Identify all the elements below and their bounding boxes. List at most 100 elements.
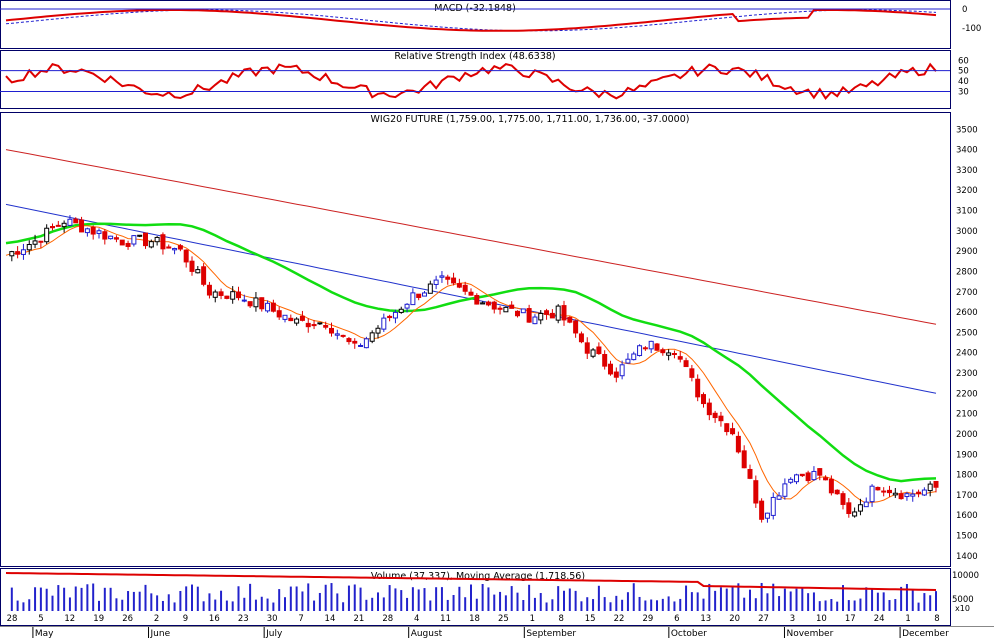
x-month-label: November bbox=[786, 629, 833, 638]
x-day-label: 6 bbox=[674, 614, 679, 624]
x-day-label: 5 bbox=[38, 614, 43, 624]
price-tick-1700: 1700 bbox=[956, 491, 978, 501]
candle-body bbox=[683, 360, 689, 368]
candle-body bbox=[485, 301, 491, 306]
candle-body bbox=[741, 450, 747, 469]
candle-body bbox=[334, 333, 340, 336]
candle-body bbox=[503, 306, 509, 313]
candle-body bbox=[166, 246, 172, 249]
candle-body bbox=[706, 402, 712, 416]
price-tick-3500: 3500 bbox=[956, 125, 978, 135]
candle-body bbox=[782, 483, 788, 497]
candle-body bbox=[904, 493, 910, 498]
candle-body bbox=[526, 308, 532, 323]
price-tick-2000: 2000 bbox=[956, 430, 978, 440]
candle-body bbox=[311, 324, 317, 327]
candle-body bbox=[195, 269, 201, 274]
x-day-label: 17 bbox=[845, 614, 856, 624]
candle-body bbox=[608, 363, 613, 375]
candle-body bbox=[770, 496, 776, 516]
rsi-line bbox=[5, 62, 937, 100]
price-tick-1500: 1500 bbox=[956, 532, 978, 542]
candle-body bbox=[32, 240, 38, 245]
rsi-tick: 60 bbox=[958, 56, 969, 66]
macd-tick: 0 bbox=[962, 5, 967, 15]
x-month-label: May bbox=[35, 629, 54, 638]
candle-body bbox=[916, 491, 922, 494]
x-day-label: 12 bbox=[64, 614, 75, 624]
price-tick-1400: 1400 bbox=[956, 552, 978, 562]
price-tick-3100: 3100 bbox=[956, 207, 978, 217]
candle-body bbox=[718, 415, 724, 422]
candle-body bbox=[143, 232, 148, 247]
volume-bars bbox=[5, 572, 937, 611]
candle-body bbox=[206, 284, 212, 296]
x-day-label: 25 bbox=[498, 614, 509, 624]
candle-body bbox=[671, 353, 677, 356]
candle-body bbox=[497, 307, 503, 310]
candle-body bbox=[50, 226, 55, 229]
volume-scale-note: x10 bbox=[955, 604, 970, 613]
volume-title: Volume (37,337), Moving Average (1,718.5… bbox=[371, 571, 585, 582]
candle-body bbox=[730, 428, 736, 435]
candle-body bbox=[381, 317, 387, 330]
candle-body bbox=[654, 343, 660, 351]
candle-body bbox=[119, 239, 125, 246]
candle-body bbox=[346, 338, 352, 343]
x-day-label: 23 bbox=[238, 614, 249, 624]
candle-body bbox=[201, 266, 207, 285]
price-tick-2200: 2200 bbox=[956, 389, 978, 399]
candle-body bbox=[26, 244, 32, 251]
candle-body bbox=[20, 249, 26, 255]
candle-body bbox=[387, 315, 393, 319]
candle-body bbox=[869, 485, 875, 503]
candle-body bbox=[811, 470, 817, 481]
candle-body bbox=[520, 308, 526, 314]
candle-body bbox=[392, 311, 398, 319]
price-tick-3300: 3300 bbox=[956, 166, 978, 176]
candle-body bbox=[154, 236, 160, 243]
volume-moving-average-line bbox=[5, 572, 937, 591]
x-month-label: July bbox=[265, 629, 283, 638]
candle-body bbox=[857, 504, 863, 512]
candle-body bbox=[137, 234, 143, 237]
x-day-label: 2 bbox=[154, 614, 159, 624]
price-tick-2300: 2300 bbox=[956, 369, 978, 379]
candle-body bbox=[404, 303, 410, 309]
candle-body bbox=[125, 242, 131, 247]
candle-body bbox=[602, 354, 608, 367]
candle-body bbox=[689, 368, 695, 378]
candle-body bbox=[637, 345, 643, 357]
candle-body bbox=[840, 493, 846, 505]
candle-body bbox=[352, 340, 358, 344]
candle-body bbox=[573, 320, 579, 334]
candle-body bbox=[288, 317, 294, 322]
x-day-label: 20 bbox=[729, 614, 740, 624]
rsi-title: Relative Strength Index (48.6338) bbox=[394, 51, 555, 62]
candle-body bbox=[433, 279, 439, 285]
candle-body bbox=[747, 468, 753, 479]
candle-body bbox=[462, 284, 468, 292]
x-month-label: September bbox=[526, 629, 576, 638]
candle-body bbox=[439, 275, 445, 278]
x-day-label: 14 bbox=[325, 614, 336, 624]
price-tick-2700: 2700 bbox=[956, 288, 978, 298]
x-day-label: 7 bbox=[298, 614, 303, 624]
candle-body bbox=[613, 371, 619, 378]
candle-body bbox=[340, 334, 346, 337]
candle-body bbox=[9, 251, 15, 257]
candle-body bbox=[735, 435, 741, 453]
candle-body bbox=[247, 301, 253, 307]
candle-body bbox=[422, 292, 427, 297]
fast-moving-average-line bbox=[5, 225, 937, 504]
candle-body bbox=[892, 492, 898, 496]
price-tick-2600: 2600 bbox=[956, 308, 978, 318]
rsi-tick: 40 bbox=[958, 77, 969, 87]
candle-body bbox=[44, 227, 50, 243]
candle-body bbox=[212, 291, 218, 298]
price-title: WIG20 FUTURE (1,759.00, 1,775.00, 1,711.… bbox=[371, 114, 690, 125]
x-day-label: 19 bbox=[93, 614, 104, 624]
candle-body bbox=[282, 314, 288, 320]
candle-body bbox=[712, 412, 718, 419]
x-day-label: 29 bbox=[643, 614, 654, 624]
